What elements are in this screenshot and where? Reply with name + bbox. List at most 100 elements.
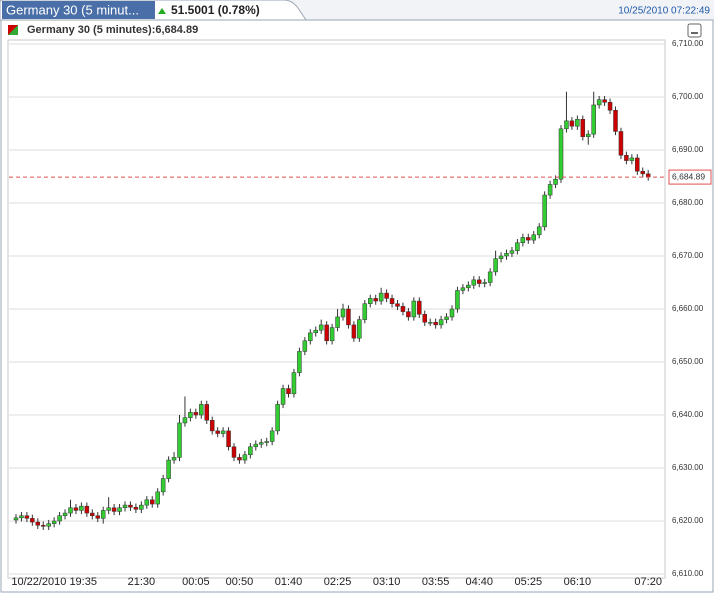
candle-body <box>133 506 139 510</box>
candle-body <box>635 157 640 172</box>
candle-body <box>62 512 68 516</box>
candle-body <box>286 388 291 395</box>
candle-body <box>487 271 493 283</box>
candle-body <box>79 505 84 511</box>
y-tick-label: 6,680.00 <box>672 198 704 207</box>
x-tick-label: 05:25 <box>515 576 543 588</box>
candle-body <box>607 102 613 111</box>
candle-body <box>645 173 651 178</box>
candle-body <box>433 322 438 326</box>
candle-body <box>596 99 602 106</box>
x-tick-label: 04:40 <box>465 576 493 588</box>
candle-body <box>204 404 209 421</box>
candle-body <box>160 478 166 493</box>
candle-body <box>150 499 155 505</box>
candle-body <box>226 430 231 448</box>
y-tick-label: 6,700.00 <box>672 92 704 101</box>
y-tick-label: 6,650.00 <box>672 357 704 366</box>
candle-body <box>73 507 79 511</box>
candle-body <box>248 446 253 455</box>
candle-body <box>618 131 624 156</box>
y-tick-label: 6,670.00 <box>672 251 704 260</box>
candle-body <box>422 314 427 323</box>
candle-body <box>542 194 547 228</box>
candle-body <box>536 226 542 236</box>
candle-body <box>427 322 433 324</box>
timestamp: 10/25/2010 07:22:49 <box>618 6 710 17</box>
candle-body <box>95 515 100 519</box>
candle-body <box>166 459 171 479</box>
candle-body <box>586 133 591 138</box>
candle-body <box>564 120 569 130</box>
candle-body <box>378 292 384 302</box>
candle-body <box>242 454 248 461</box>
x-tick-label: 03:55 <box>422 576 450 588</box>
candle-body <box>171 457 177 461</box>
candle-body <box>498 255 504 259</box>
up-arrow <box>158 8 166 14</box>
candle-body <box>362 303 368 320</box>
candle-body <box>509 250 515 254</box>
candle-body <box>122 504 128 509</box>
candle-body <box>389 298 395 304</box>
last-price-label: 6,684.89 <box>672 171 705 181</box>
candle-body <box>520 237 526 243</box>
minimize-button[interactable] <box>687 23 702 38</box>
candle-body <box>90 512 95 516</box>
x-tick-label: 00:50 <box>226 576 254 588</box>
candle-body <box>569 120 575 127</box>
candle-body <box>51 520 57 524</box>
x-tick-label: 10/22/2010 19:35 <box>11 576 97 588</box>
candle-body <box>106 507 111 511</box>
candle-body <box>482 282 487 284</box>
candle-body <box>575 119 580 127</box>
y-tick-label: 6,710.00 <box>672 39 704 48</box>
tab-title: Germany 30 (5 minut... <box>6 2 139 17</box>
candle-body <box>531 234 536 241</box>
y-tick-label: 6,610.00 <box>672 569 704 578</box>
candle-body <box>177 422 182 458</box>
candle-body <box>313 329 318 334</box>
candle-body <box>46 523 51 527</box>
candle-body <box>444 316 449 320</box>
tab-title-bg <box>2 1 155 19</box>
candle-body <box>144 499 150 506</box>
panel <box>0 19 714 593</box>
last-price-box <box>668 169 712 185</box>
candle-body <box>335 316 340 328</box>
candle-body <box>308 332 313 342</box>
candle-body <box>24 515 30 519</box>
candle-body <box>346 308 351 326</box>
candle-body <box>613 110 618 132</box>
candle-body <box>324 324 329 342</box>
candle-body <box>291 372 297 395</box>
candle-body <box>449 308 455 318</box>
candle-body <box>220 430 226 434</box>
candle-body <box>13 517 19 521</box>
candle-body <box>35 521 41 526</box>
candle-body <box>57 515 62 522</box>
candle-body <box>100 510 106 519</box>
change: 51.5001 (0.78%) <box>171 3 260 17</box>
candle-body <box>553 178 558 185</box>
candle-body <box>209 420 215 432</box>
candle-body <box>558 128 564 180</box>
candle-body <box>199 404 204 416</box>
candle-body <box>455 290 460 310</box>
candle-body <box>318 324 324 331</box>
candle-body <box>155 491 160 505</box>
candle-body <box>373 298 378 302</box>
candle-body <box>640 170 645 175</box>
x-tick-label: 21:30 <box>128 576 156 588</box>
candle-body <box>302 340 308 352</box>
y-tick-label: 6,690.00 <box>672 145 704 154</box>
candle-body <box>547 184 553 196</box>
candle-body <box>193 412 199 416</box>
candle-body <box>384 292 389 299</box>
candle-body <box>460 287 466 291</box>
candle-body <box>188 412 193 418</box>
y-tick-label: 6,630.00 <box>672 463 704 472</box>
candle-body <box>438 319 444 326</box>
candle-body <box>128 504 133 508</box>
